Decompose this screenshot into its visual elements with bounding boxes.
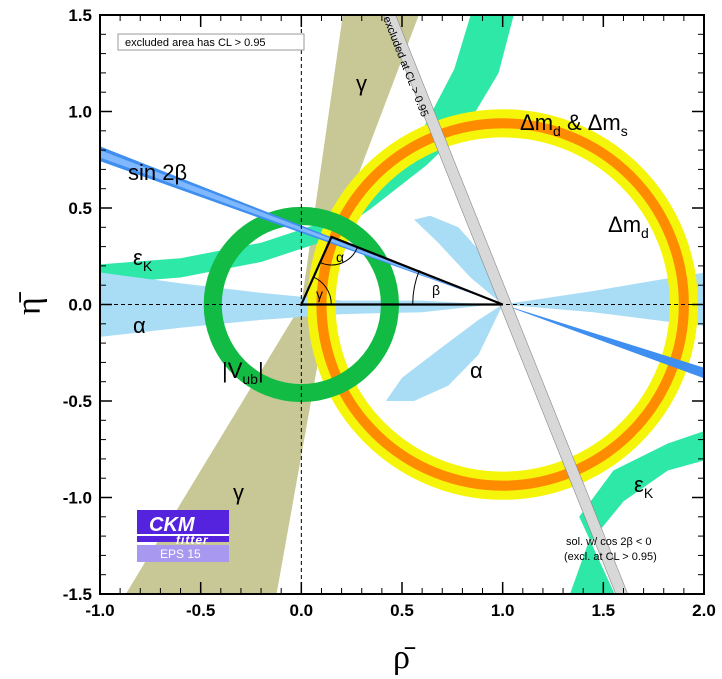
dmd-dms-label-sub2: s [621, 123, 628, 139]
x-tick-label: 1.5 [592, 601, 616, 620]
y-tick-label: -1.5 [63, 585, 92, 604]
dmd-dms-label-sub1: d [553, 123, 561, 139]
excluded-area-box [117, 33, 305, 51]
epsk-label-lower-main: ε [634, 472, 644, 497]
vub-label-main: |V [222, 358, 243, 383]
x-tick-label: 0.0 [290, 601, 314, 620]
logo-tag: EPS 15 [160, 547, 201, 561]
excluded-area-note: excluded area has CL > 0.95 [125, 37, 266, 49]
vub-label-close: | [258, 358, 264, 383]
triangle-gamma-label: γ [316, 286, 323, 302]
vub-label: |Vub| [222, 358, 264, 387]
logo-top-block [137, 510, 229, 542]
epsk-label-lower: εK [634, 472, 654, 501]
dmd-dms-label-amp: & Δm [561, 110, 621, 135]
triangle-beta-label: β [432, 282, 440, 298]
x-tick-label: 2.0 [692, 601, 716, 620]
y-axis-title: η̄ [11, 291, 48, 315]
sol-note-line2: (excl. at CL > 0.95) [564, 551, 657, 563]
y-tick-label: -1.0 [63, 489, 92, 508]
gamma-label-lower: γ [233, 480, 244, 505]
dmd-dms-label: Δmd & Δms [520, 110, 628, 139]
excluded-band [383, 15, 629, 594]
sin2beta-band [100, 146, 704, 379]
logo-title: CKM [149, 514, 196, 536]
alpha-angle-arc [320, 247, 358, 266]
triangle-alpha-label: α [336, 249, 344, 265]
dmd-label: Δmd [608, 212, 649, 241]
gamma-angle-arc [313, 276, 332, 305]
y-tick-label: -0.5 [63, 392, 92, 411]
vub-label-sub: ub [242, 371, 258, 387]
sin2beta-label: sin 2β [128, 160, 187, 185]
dmd-label-sub: d [641, 225, 649, 241]
unitarity-triangle [299, 235, 504, 306]
x-tick-label: -0.5 [186, 601, 215, 620]
y-tick-label: 1.0 [68, 103, 92, 122]
epsk-label-upper-sub: K [143, 258, 153, 274]
x-tick-label: 1.0 [491, 601, 515, 620]
dmd-dms-label-main: Δm [520, 110, 553, 135]
logo-tag-block [137, 545, 229, 562]
epsk-label-upper-main: ε [133, 245, 143, 270]
logo-subtitle: fitter [176, 533, 209, 547]
alpha-band-lower [385, 304, 503, 401]
y-tick-label: 0.0 [68, 296, 92, 315]
alpha-band-upper [414, 215, 503, 305]
alpha-band-right [502, 272, 704, 326]
plot-area [100, 15, 704, 594]
ckmfitter-logo: CKM fitter EPS 15 [137, 510, 229, 562]
alpha-label-left: α [133, 313, 146, 338]
y-tick-label: 1.5 [68, 6, 92, 25]
gamma-label-upper: γ [356, 71, 367, 96]
beta-angle-arc [412, 270, 420, 305]
x-axis-title: ρ̄ [393, 639, 416, 676]
x-tick-label: 0.5 [390, 601, 414, 620]
epsk-label-upper: εK [133, 245, 153, 274]
gamma-band [125, 15, 419, 594]
sol-note-line1: sol. w/ cos 2β < 0 [566, 536, 652, 548]
epsk-band-lower [569, 431, 704, 594]
epsk-label-lower-sub: K [644, 485, 654, 501]
x-tick-label: -1.0 [85, 601, 114, 620]
alpha-label-lower: α [470, 358, 483, 383]
dmd-label-main: Δm [608, 212, 641, 237]
y-tick-label: 0.5 [68, 199, 92, 218]
logo-white-line [137, 534, 229, 536]
